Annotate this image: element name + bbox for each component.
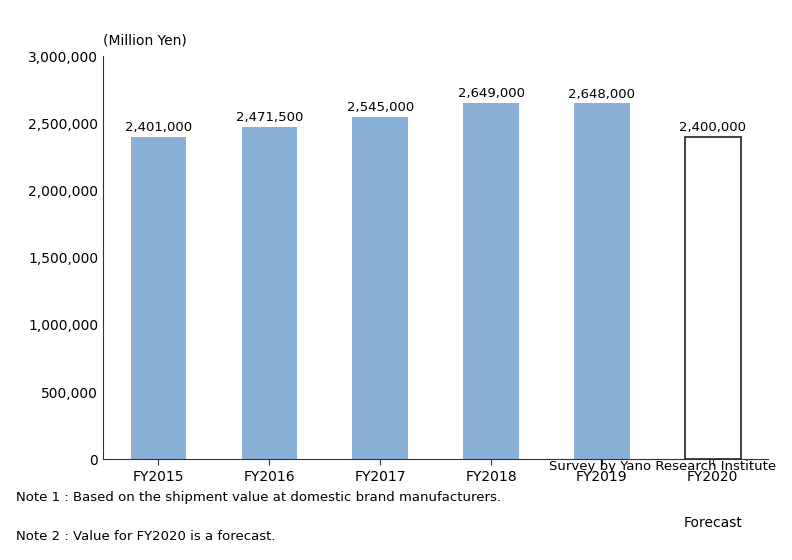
Text: 2,648,000: 2,648,000 xyxy=(569,87,635,101)
Text: 2,649,000: 2,649,000 xyxy=(458,87,524,100)
Bar xyxy=(574,103,630,459)
Text: (Million Yen): (Million Yen) xyxy=(103,34,187,48)
Bar xyxy=(685,137,741,459)
Bar xyxy=(131,137,186,459)
Text: Note 1 : Based on the shipment value at domestic brand manufacturers.: Note 1 : Based on the shipment value at … xyxy=(16,491,501,504)
Bar xyxy=(463,103,519,459)
Bar xyxy=(242,127,297,459)
Text: 2,401,000: 2,401,000 xyxy=(125,121,192,134)
Text: Note 2 : Value for FY2020 is a forecast.: Note 2 : Value for FY2020 is a forecast. xyxy=(16,530,276,543)
Text: 2,471,500: 2,471,500 xyxy=(235,111,303,124)
Text: 2,545,000: 2,545,000 xyxy=(347,101,413,114)
Text: Forecast: Forecast xyxy=(683,516,742,530)
Text: Survey by Yano Research Institute: Survey by Yano Research Institute xyxy=(549,460,776,473)
Bar xyxy=(352,117,408,459)
Text: 2,400,000: 2,400,000 xyxy=(680,121,746,134)
